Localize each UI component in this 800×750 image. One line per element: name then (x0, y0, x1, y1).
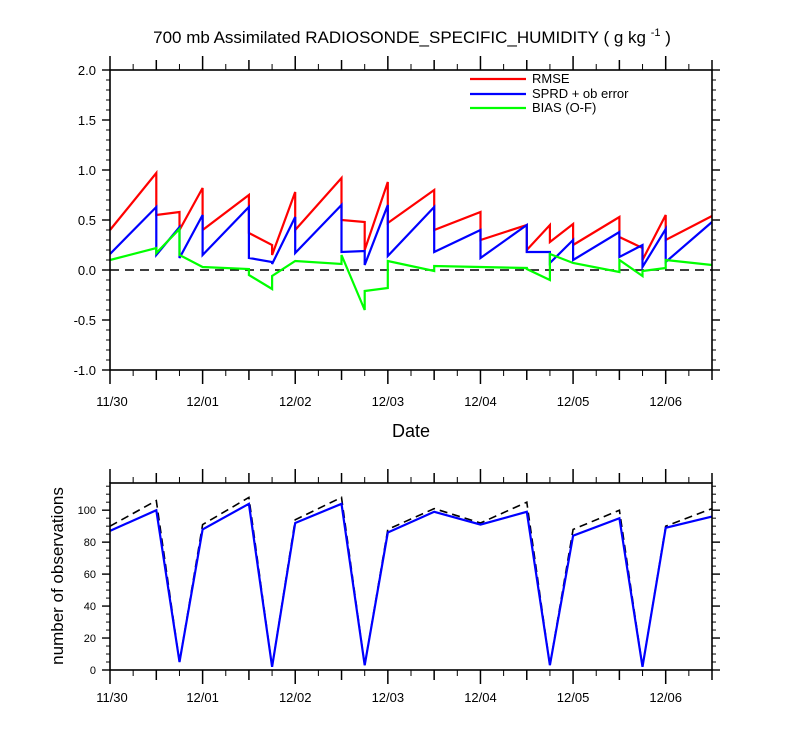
x-tick-label: 12/02 (279, 394, 312, 409)
legend-label: RMSE (532, 71, 570, 86)
title-unit-exponent: -1 (651, 27, 661, 39)
y-tick-label: 1.0 (78, 163, 96, 178)
y-tick-label: 20 (84, 633, 96, 645)
y-tick-label: 0 (90, 665, 96, 677)
bottom-chart-frame (109, 482, 713, 671)
x-tick-label: 12/04 (464, 394, 497, 409)
y-tick-label: -0.5 (74, 313, 96, 328)
y-tick-label: 100 (78, 505, 96, 517)
y-tick-label: 1.5 (78, 113, 96, 128)
x-tick-label: 11/30 (96, 394, 128, 409)
series-line-rmse (109, 169, 713, 261)
x-tick-label: 12/05 (557, 690, 590, 705)
bottom-chart-ticks-layer: 0 20 40 60 80 100 11/30 12/01 12/02 12/03 12/04 12/… (78, 469, 720, 705)
series-line-sprd-ob-error (109, 202, 713, 271)
x-tick-label: 12/01 (186, 394, 219, 409)
y-tick-label: 0.0 (78, 263, 96, 278)
y-tick-label: 2.0 (78, 63, 96, 78)
x-tick-label: 12/01 (186, 690, 219, 705)
legend-label: SPRD + ob error (532, 86, 629, 101)
x-tick-label: 12/03 (372, 394, 405, 409)
y-tick-label: 0.5 (78, 213, 96, 228)
bottom-chart-series-layer (109, 496, 713, 667)
series-line-bias-o-f (109, 226, 713, 311)
x-tick-label: 12/06 (649, 690, 682, 705)
series-line-possible-observations (109, 496, 713, 667)
x-tick-label: 12/04 (464, 690, 497, 705)
x-tick-label: 12/05 (557, 394, 590, 409)
top-chart-ticks-layer: -1.0 -0.5 0.0 0.5 1.0 1.5 2.0 11/30 12/01 12/02 12… (74, 56, 720, 409)
top-chart-series-layer (109, 169, 713, 311)
legend-label: BIAS (O-F) (532, 100, 596, 115)
chart-title: 700 mb Assimilated RADIOSONDE_SPECIFIC_H… (153, 27, 671, 47)
y-tick-label: 80 (84, 537, 96, 549)
x-axis-label: Date (392, 421, 430, 441)
x-tick-label: 12/03 (372, 690, 405, 705)
y-tick-label: 40 (84, 601, 96, 613)
series-line-assimilated-observations (109, 502, 713, 667)
y-axis-label-observations: number of observations (48, 487, 67, 665)
x-tick-label: 11/30 (96, 690, 128, 705)
y-tick-label: -1.0 (74, 363, 96, 378)
x-tick-label: 12/02 (279, 690, 312, 705)
y-tick-label: 60 (84, 569, 96, 581)
x-tick-label: 12/06 (649, 394, 682, 409)
